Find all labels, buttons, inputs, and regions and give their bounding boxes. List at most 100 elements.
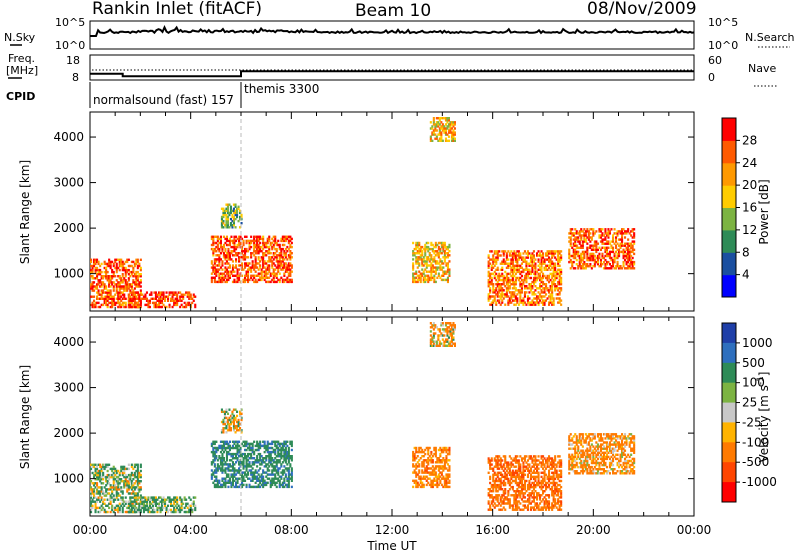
echo-cell [256, 252, 259, 255]
echo-cell [280, 276, 283, 279]
echo-cell [156, 305, 159, 309]
echo-cell [266, 250, 269, 253]
echo-cell [275, 469, 278, 472]
echo-cell [442, 475, 445, 478]
echo-cell [213, 272, 216, 275]
echo-cell [130, 471, 133, 475]
echo-cell [259, 245, 262, 249]
echo-cell [498, 477, 501, 481]
echo-cell [96, 506, 99, 510]
echo-cell [501, 496, 504, 499]
echo-cell [439, 241, 442, 245]
echo-cell [121, 473, 124, 477]
echo-cell [247, 465, 250, 468]
echo-cell [142, 506, 145, 510]
echo-cell [504, 477, 507, 481]
echo-cell [608, 263, 611, 266]
echo-cell [97, 268, 100, 272]
echo-cell [265, 274, 268, 277]
echo-cell [231, 475, 234, 478]
echo-cell [487, 256, 490, 259]
echo-cell [228, 211, 231, 215]
echo-cell [93, 258, 96, 261]
echo-cell [450, 135, 453, 138]
echo-cell [244, 473, 247, 476]
echo-cell [502, 483, 505, 487]
echo-cell [266, 469, 269, 472]
echo-cell [115, 482, 118, 485]
echo-cell [546, 297, 549, 300]
echo-cell [574, 254, 577, 258]
echo-cell [222, 245, 225, 249]
echo-cell [539, 293, 542, 296]
echo-cell [504, 276, 507, 280]
echo-cell [630, 258, 633, 262]
echo-cell [153, 510, 156, 514]
echo-cell [183, 293, 186, 296]
echo-cell [253, 475, 256, 478]
echo-cell [111, 504, 114, 507]
echo-cell [560, 256, 563, 259]
echo-cell [590, 248, 593, 251]
echo-cell [115, 475, 118, 479]
echo-cell [238, 258, 241, 261]
echo-cell [284, 262, 287, 265]
echo-cell [284, 475, 287, 478]
echo-cell [96, 490, 99, 493]
echo-cell [244, 235, 247, 238]
echo-cell [275, 241, 278, 245]
echo-cell [501, 289, 504, 292]
echo-cell [604, 238, 607, 241]
echo-cell [534, 293, 537, 296]
echo-cell [438, 127, 441, 130]
echo-cell [284, 237, 287, 241]
echo-cell [244, 252, 247, 255]
echo-cell [419, 485, 422, 489]
echo-cell [222, 418, 225, 422]
echo-cell [274, 452, 277, 456]
echo-cell [428, 247, 431, 251]
echo-cell [259, 475, 262, 478]
echo-cell [167, 297, 170, 300]
echo-cell [529, 258, 532, 261]
echo-cell [441, 139, 444, 142]
echo-cell [548, 276, 551, 280]
echo-cell [575, 246, 578, 249]
echo-cell [225, 239, 228, 243]
echo-cell [502, 492, 505, 495]
echo-cell [224, 280, 227, 284]
echo-cell [130, 291, 133, 294]
echo-cell [286, 250, 289, 253]
echo-cell [265, 446, 268, 450]
echo-cell [210, 237, 213, 241]
echo-cell [118, 283, 121, 286]
echo-cell [268, 266, 271, 269]
echo-cell [253, 485, 256, 489]
echo-cell [241, 266, 244, 269]
echo-cell [106, 475, 109, 479]
echo-cell [558, 293, 561, 296]
echo-cell [227, 475, 230, 478]
echo-cell [433, 467, 436, 470]
echo-cell [289, 258, 292, 261]
echo-cell [115, 486, 118, 489]
echo-cell [228, 276, 231, 279]
echo-cell [504, 488, 507, 491]
echo-cell [272, 459, 275, 462]
echo-cell [489, 475, 492, 479]
echo-cell [225, 457, 228, 460]
echo-cell [118, 508, 121, 512]
echo-cell [260, 461, 263, 464]
echo-cell [534, 303, 537, 306]
echo-cell [135, 494, 138, 497]
echo-cell [186, 506, 189, 510]
echo-cell [120, 467, 123, 471]
echo-cell [151, 504, 154, 507]
echo-cell [216, 243, 219, 247]
echo-cell [519, 289, 522, 292]
echo-cell [215, 235, 218, 238]
echo-cell [281, 448, 284, 452]
echo-cell [510, 270, 513, 274]
echo-cell [139, 268, 142, 272]
echo-cell [253, 276, 256, 279]
